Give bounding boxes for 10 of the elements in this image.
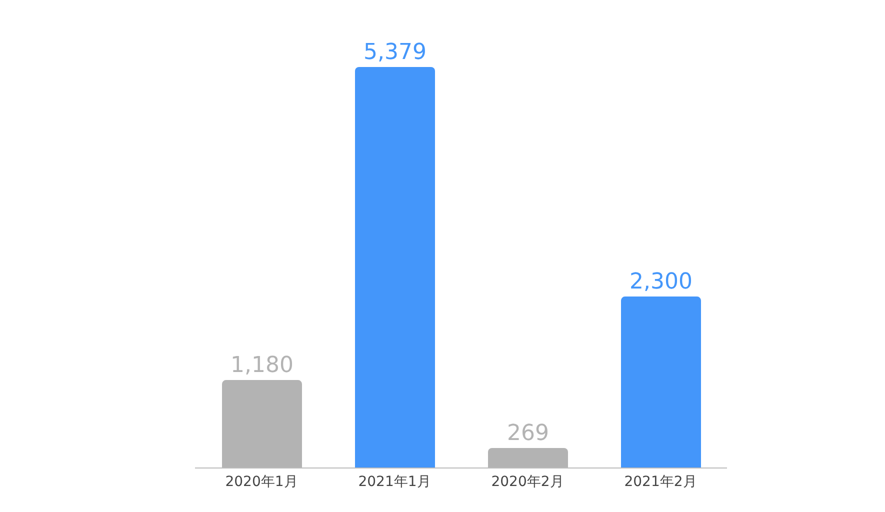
data-label: 2,300 [630,270,692,295]
bar [355,67,435,468]
x-tick-label: 2020年1月 [225,474,298,490]
bar [621,296,701,468]
x-tick-label: 2021年1月 [358,474,431,490]
data-label: 1,180 [230,353,294,378]
data-label: 269 [507,420,549,446]
data-label: 5,379 [364,40,426,65]
x-tick-label: 2021年2月 [624,474,697,490]
x-tick-label: 2020年2月 [491,474,564,490]
